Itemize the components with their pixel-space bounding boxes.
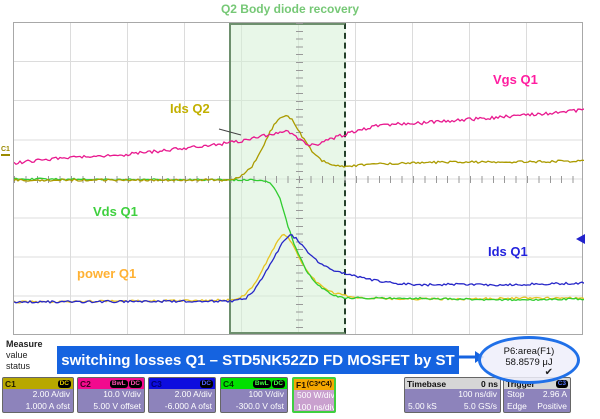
annotation-banner: switching losses Q1 – STD5NK52ZD FD MOSF… <box>57 346 459 374</box>
region-label: Q2 Body diode recovery <box>220 2 360 16</box>
trigger-level-marker-icon[interactable] <box>576 234 585 244</box>
trigger-source-badge: C3 <box>555 379 568 388</box>
label-ids-q1: Ids Q1 <box>488 244 528 259</box>
c1-offset: 1.000 A ofst <box>25 400 70 411</box>
timebase-title: Timebase <box>407 378 447 389</box>
waveform-grid <box>13 22 585 335</box>
cursor-mark <box>218 128 242 136</box>
trace-vgs-q1 <box>14 108 584 166</box>
trace-vds-q1 <box>14 177 584 302</box>
label-vgs-q1: Vgs Q1 <box>493 72 538 87</box>
trace-ids-q1 <box>14 234 584 304</box>
c4-offset: -300.0 V ofst <box>235 400 284 411</box>
channel-box-c2[interactable]: C2 BwL DC 10.0 V/div 5.00 V offset <box>77 377 145 413</box>
f1-timebase: 100 ns/div <box>297 401 336 412</box>
c2-scale: 10.0 V/div <box>103 389 141 399</box>
p6-name: P6:area(F1) <box>503 346 555 357</box>
channel-ground-marker: C1 <box>1 146 10 156</box>
f1-id: F1 <box>296 379 306 390</box>
c1-id: C1 <box>5 378 16 389</box>
trigger-slope: Positive <box>537 400 567 411</box>
label-power-q1: power Q1 <box>77 266 137 281</box>
center-horizontal-axis <box>14 176 582 183</box>
c2-offset: 5.00 V offset <box>93 400 141 411</box>
c3-scale: 2.00 A/div <box>174 389 212 399</box>
c3-id: C3 <box>151 378 162 389</box>
trace-ids-q2 <box>14 114 584 182</box>
timebase-offset: 0 ns <box>480 378 498 389</box>
c3-offset: -6.000 A ofst <box>164 400 212 411</box>
timebase-rate: 5.0 GS/s <box>463 400 497 411</box>
label-vds-q1: Vds Q1 <box>93 204 138 219</box>
channel-box-c1[interactable]: C1 DC 2.00 A/div 1.000 A ofst <box>2 377 74 413</box>
c3-dc-badge: DC <box>199 379 213 388</box>
check-icon: ✔ <box>544 367 553 378</box>
c2-id: C2 <box>80 378 91 389</box>
measure-row-value: value <box>6 350 28 360</box>
channel-box-c4[interactable]: C4 BwL DC 100 V/div -300.0 V ofst <box>220 377 288 413</box>
c4-bwl-badge: BwL <box>252 379 271 388</box>
f1-scale: 500 W/div <box>297 390 335 400</box>
c2-bwl-badge: BwL <box>109 379 128 388</box>
trigger-mode: Stop <box>507 389 525 399</box>
measure-row-status: status <box>6 361 31 371</box>
channel-box-c3[interactable]: C3 DC 2.00 A/div -6.000 A ofst <box>148 377 216 413</box>
f1-source: (C3*C4) <box>306 381 332 388</box>
timebase-scale: 100 ns/div <box>458 389 497 399</box>
c4-scale: 100 V/div <box>248 389 284 399</box>
timebase-samples: 5.00 kS <box>408 400 437 411</box>
c2-dc-badge: DC <box>128 379 142 388</box>
c1-dc-badge: DC <box>57 379 71 388</box>
c4-dc-badge: DC <box>271 379 285 388</box>
math-box-f1[interactable]: F1 (C3*C4) 500 W/div 100 ns/div <box>292 377 336 413</box>
timebase-box[interactable]: Timebase 0 ns 100 ns/div 5.00 kS 5.0 GS/… <box>404 377 501 413</box>
p6-measurement-callout: P6:area(F1) 58.8579 μJ ✔ <box>478 336 580 384</box>
trigger-type: Edge <box>507 400 527 411</box>
trigger-level: 2.96 A <box>542 389 567 399</box>
label-ids-q2: Ids Q2 <box>170 101 210 116</box>
measure-title: Measure <box>6 339 43 349</box>
c4-id: C4 <box>223 378 234 389</box>
measure-panel: Measure value status <box>6 339 43 372</box>
c1-scale: 2.00 A/div <box>32 389 70 399</box>
p6-value: 58.8579 μJ <box>505 357 553 368</box>
waveform-traces <box>14 108 584 304</box>
